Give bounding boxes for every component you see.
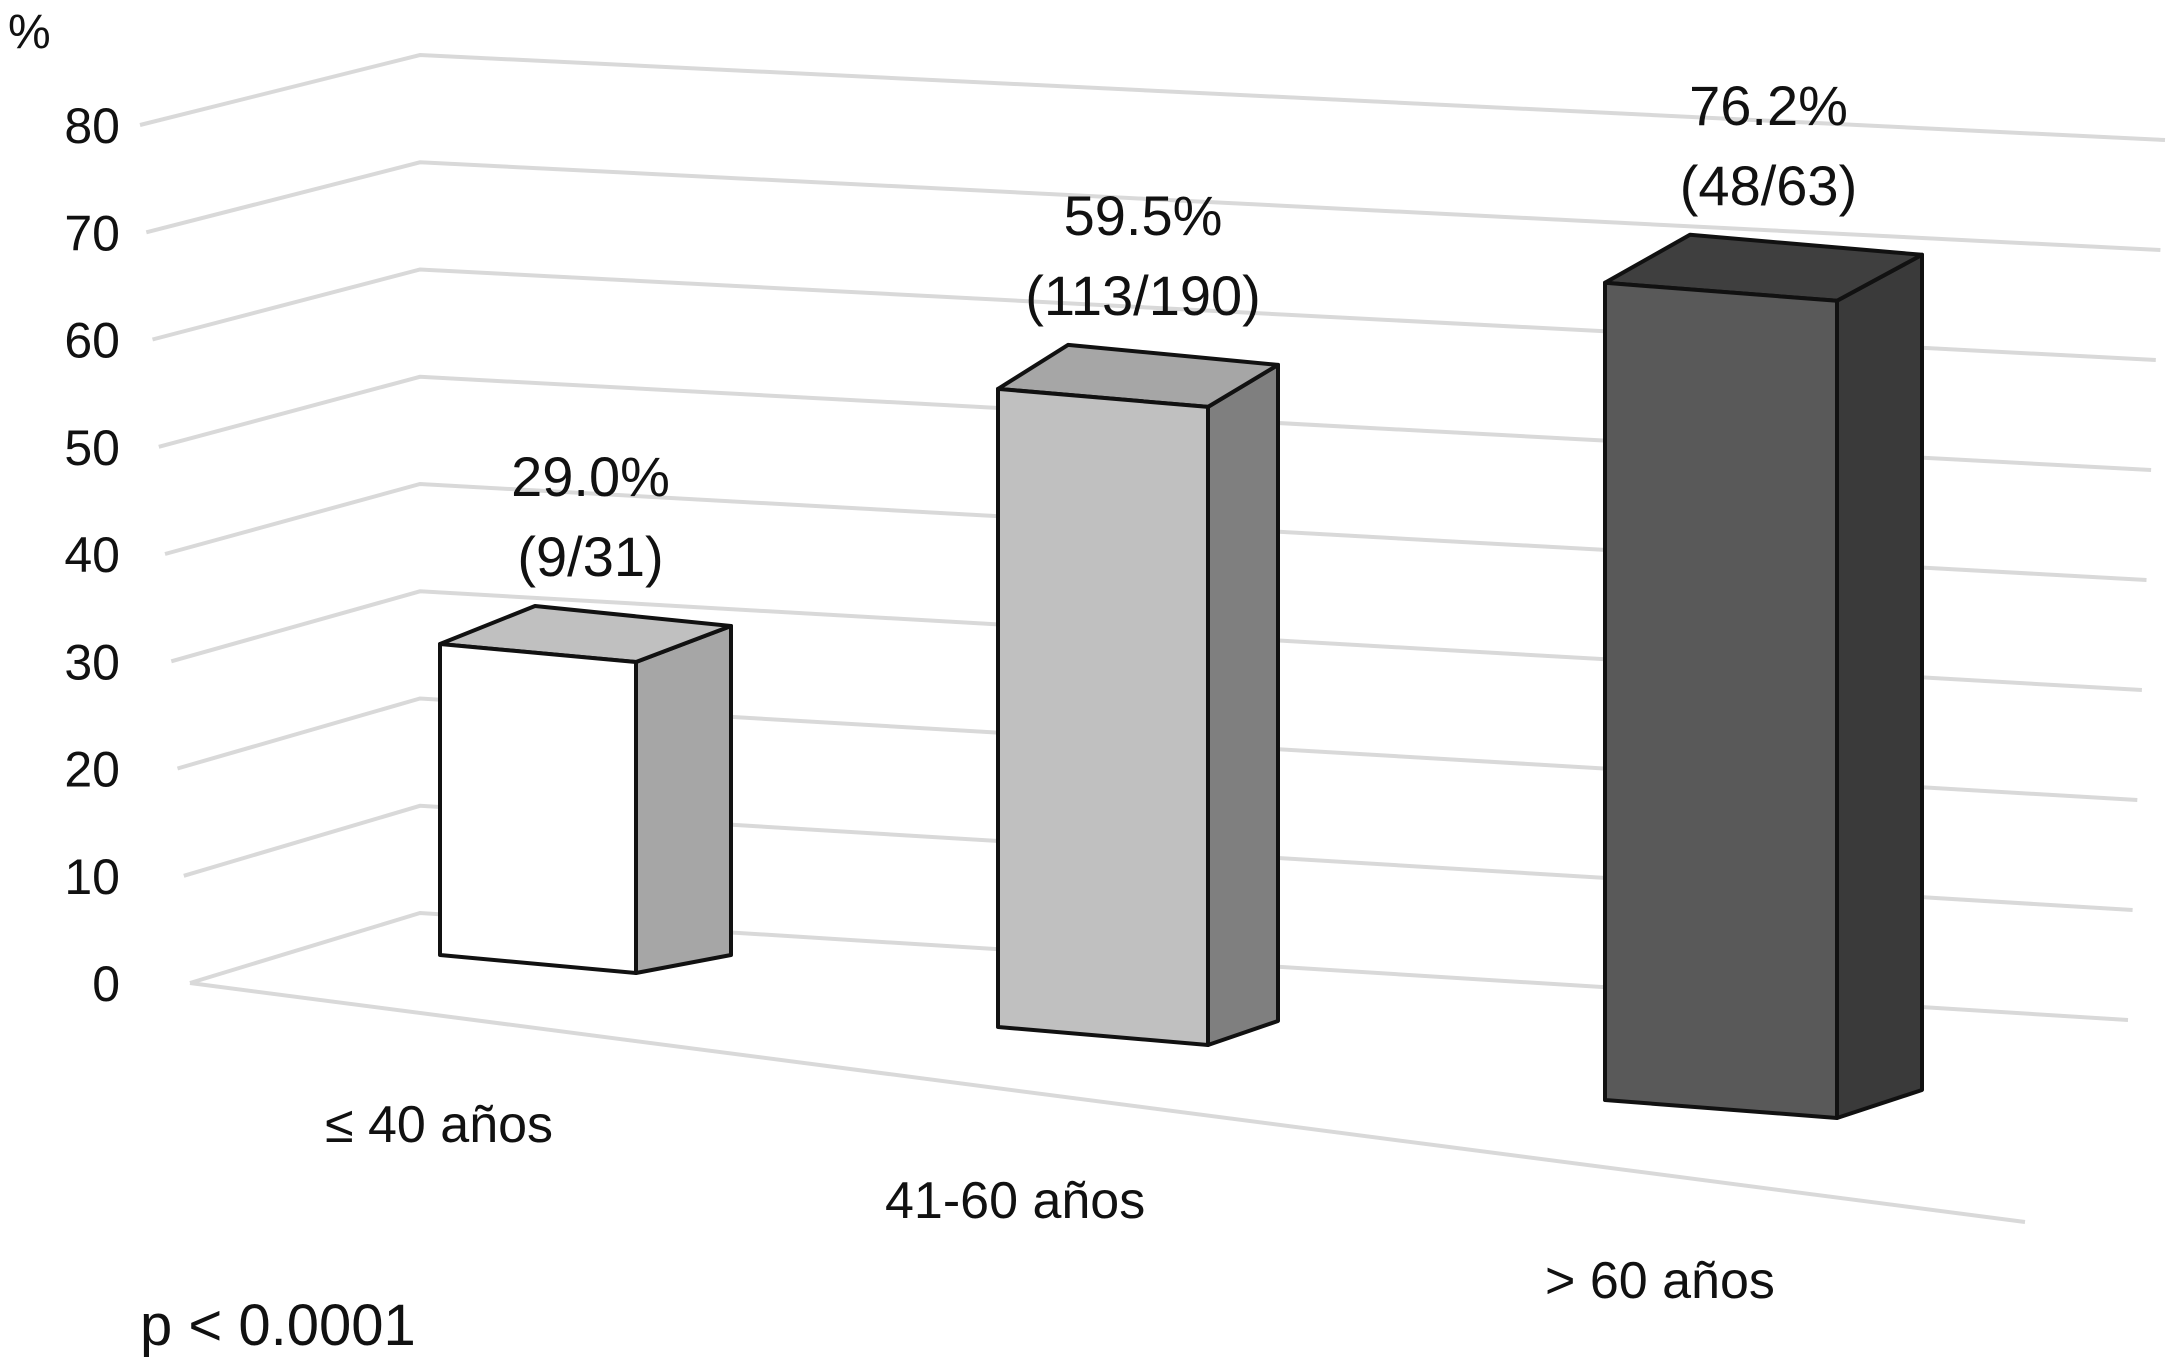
y-tick-label: 40	[64, 527, 120, 583]
gridline	[183, 803, 2133, 912]
data-label-percent: 59.5%	[1064, 184, 1223, 247]
bar-front-face	[996, 386, 1210, 1047]
x-category-label: 41-60 años	[885, 1172, 1145, 1230]
bar-side-face	[1206, 362, 1280, 1047]
gridline	[145, 160, 2161, 252]
y-tick-label: 30	[64, 634, 120, 690]
x-category-label: > 60 años	[1545, 1252, 1775, 1310]
bar-side-face	[634, 624, 733, 975]
bar	[996, 342, 1280, 1047]
data-label-count: (9/31)	[517, 525, 663, 588]
bar	[1603, 232, 1924, 1120]
x-category-label: ≤ 40 años	[325, 1096, 553, 1154]
gridline	[139, 52, 2166, 142]
y-tick-label: 70	[64, 205, 120, 261]
bar-front-face	[438, 642, 638, 975]
gridline	[176, 696, 2138, 802]
bar	[438, 604, 733, 975]
data-label-percent: 29.0%	[511, 445, 670, 508]
gridline	[151, 267, 2156, 362]
gridline	[164, 481, 2147, 582]
data-label-percent: 76.2%	[1689, 74, 1848, 137]
gridlines	[139, 52, 2166, 1224]
y-axis-unit-label: %	[8, 6, 51, 59]
y-tick-label: 60	[64, 313, 120, 369]
bar-side-face	[1835, 252, 1924, 1120]
data-label-count: (113/190)	[1025, 264, 1261, 327]
data-label-count: (48/63)	[1680, 154, 1857, 217]
y-tick-label: 50	[64, 420, 120, 476]
p-value-annotation: p < 0.0001	[140, 1293, 416, 1358]
y-tick-label: 0	[92, 956, 120, 1012]
y-tick-label: 20	[64, 742, 120, 798]
gridline	[158, 374, 2152, 472]
bars	[438, 232, 1924, 1120]
gridline	[170, 589, 2143, 692]
bar-front-face	[1603, 280, 1839, 1120]
labels: % p < 0.0001 0 10 20 30 40 50 60 70 80 29.0% (9/31…	[8, 6, 1857, 1358]
y-tick-label: 80	[64, 98, 120, 154]
floor-front-edge	[189, 981, 2026, 1224]
gridline	[189, 910, 2129, 1022]
y-tick-label: 10	[64, 849, 120, 905]
